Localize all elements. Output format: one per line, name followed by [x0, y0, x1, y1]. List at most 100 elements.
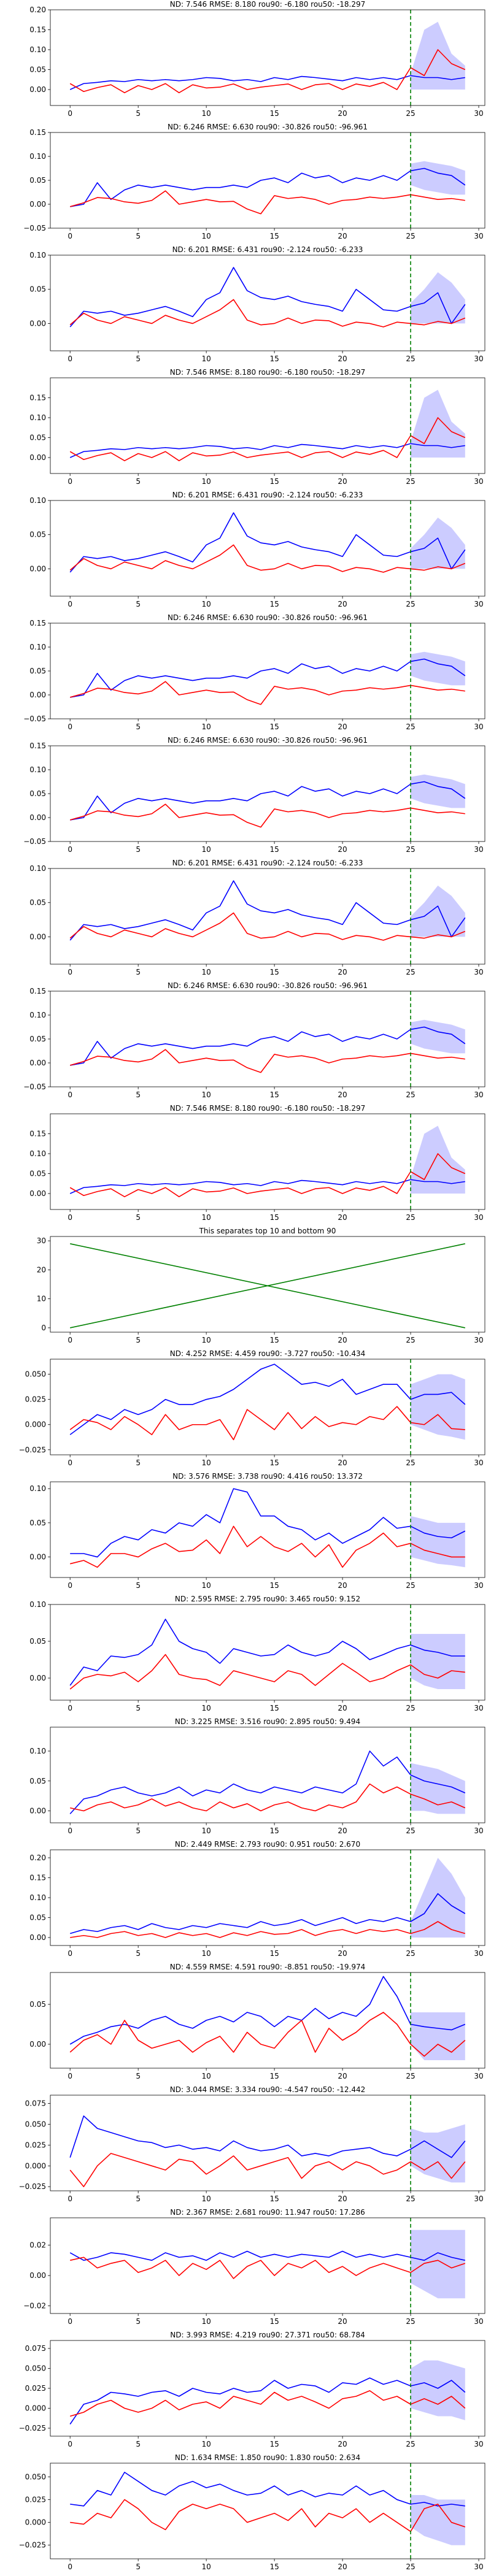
x-tick-label: 5 — [136, 1336, 141, 1344]
y-tick-label: 0.025 — [25, 1395, 46, 1404]
prediction-interval-band — [411, 272, 465, 324]
y-tick-label: 0.00 — [29, 319, 46, 328]
y-tick-label: 0.00 — [29, 1553, 46, 1562]
y-tick-label: −0.05 — [23, 837, 46, 846]
x-tick-label: 15 — [269, 600, 279, 608]
chart-panel: ND: 6.201 RMSE: 6.431 rou90: -2.124 rou5… — [29, 859, 485, 976]
x-tick-label: 5 — [136, 2563, 141, 2571]
x-tick-label: 5 — [136, 845, 141, 854]
x-tick-label: 20 — [338, 109, 347, 118]
axes-frame — [50, 868, 485, 965]
prediction-interval-band — [411, 651, 465, 686]
x-tick-label: 0 — [68, 1581, 72, 1590]
x-tick-label: 0 — [68, 968, 72, 976]
y-tick-label: 0.075 — [25, 2099, 46, 2108]
axes-frame — [50, 9, 485, 106]
y-tick-label: 0.00 — [29, 2040, 46, 2049]
y-tick-label: 0.15 — [29, 619, 46, 627]
y-tick-label: 0.00 — [29, 691, 46, 699]
x-tick-label: 20 — [338, 1581, 347, 1590]
y-tick-label: 0.000 — [25, 1420, 46, 1429]
forecast-series-line — [69, 1406, 465, 1441]
prediction-interval-band — [411, 1858, 465, 1938]
y-tick-label: 0.10 — [29, 643, 46, 651]
forecast-series-line — [69, 681, 465, 705]
axes-frame — [50, 1359, 485, 1455]
y-tick-label: 0.00 — [29, 564, 46, 573]
x-tick-label: 10 — [201, 1213, 211, 1222]
chart-title: This separates top 10 and bottom 90 — [199, 1227, 336, 1235]
x-tick-label: 5 — [136, 968, 141, 976]
x-tick-label: 10 — [201, 1459, 211, 1467]
y-tick-label: 0.00 — [29, 1189, 46, 1198]
y-tick-label: 0.05 — [29, 176, 46, 185]
y-tick-label: 0.000 — [25, 2518, 46, 2527]
x-tick-label: 25 — [406, 1827, 415, 1835]
y-tick-label: 0.10 — [29, 1149, 46, 1158]
y-tick-label: 0.05 — [29, 667, 46, 675]
y-tick-label: 0.15 — [29, 26, 46, 34]
x-tick-label: 0 — [68, 355, 72, 363]
y-tick-label: 0.15 — [29, 394, 46, 402]
x-tick-label: 25 — [406, 2440, 415, 2448]
forecast-series-line — [69, 1049, 465, 1073]
x-tick-label: 20 — [338, 2440, 347, 2448]
x-tick-label: 20 — [338, 1827, 347, 1835]
prediction-interval-band — [411, 2012, 465, 2060]
x-tick-label: 20 — [338, 1091, 347, 1099]
x-tick-label: 30 — [474, 477, 483, 486]
y-tick-label: 20 — [37, 1265, 46, 1274]
target-series-line — [70, 167, 466, 207]
y-tick-label: 0.075 — [25, 2344, 46, 2353]
y-tick-label: 0.05 — [29, 1519, 46, 1527]
x-tick-label: 15 — [269, 1949, 279, 1958]
forecast-series-line — [69, 2390, 466, 2417]
x-tick-label: 0 — [68, 109, 72, 118]
axes-frame — [50, 1481, 485, 1578]
separator-line — [70, 1243, 465, 1328]
chart-panel: ND: 3.044 RMSE: 3.334 rou90: -4.547 rou5… — [19, 2085, 485, 2203]
forecast-series-line — [70, 1783, 466, 1812]
x-tick-label: 5 — [136, 232, 141, 240]
target-series-line — [70, 1488, 466, 1558]
x-tick-label: 5 — [136, 355, 141, 363]
chart-panel: This separates top 10 and bottom 90 0 5 10 1… — [37, 1227, 485, 1344]
y-tick-label: 0.05 — [29, 899, 46, 907]
y-tick-label: 0.15 — [29, 1130, 46, 1138]
x-tick-label: 25 — [406, 968, 415, 976]
chart-title: ND: 3.576 RMSE: 3.738 rou90: 4.416 rou50… — [172, 1472, 363, 1481]
x-tick-label: 20 — [338, 355, 347, 363]
prediction-interval-band — [411, 2229, 465, 2299]
axes-frame — [50, 1727, 485, 1823]
prediction-interval-band — [411, 1374, 465, 1440]
x-tick-label: 0 — [68, 845, 72, 854]
forecast-series-line — [70, 1921, 466, 1938]
x-tick-label: 30 — [474, 1827, 483, 1835]
x-tick-label: 15 — [269, 1336, 279, 1344]
chart-title: ND: 3.044 RMSE: 3.334 rou90: -4.547 rou5… — [170, 2085, 365, 2094]
x-tick-label: 30 — [474, 1336, 483, 1344]
x-tick-label: 20 — [338, 232, 347, 240]
target-series-line — [69, 443, 465, 458]
x-tick-label: 25 — [406, 723, 415, 731]
x-tick-label: 30 — [474, 1949, 483, 1958]
forecast-series-line — [69, 2012, 466, 2057]
target-series-line — [69, 1619, 465, 1686]
x-tick-label: 30 — [474, 2195, 483, 2203]
axes-frame — [50, 2095, 485, 2191]
x-tick-label: 25 — [406, 1336, 415, 1344]
prediction-interval-band — [411, 885, 465, 937]
target-series-line — [69, 1179, 465, 1194]
x-tick-label: 0 — [68, 2317, 72, 2326]
y-tick-label: 0.10 — [29, 152, 46, 161]
target-series-line — [69, 267, 466, 328]
forecast-series-line — [69, 299, 466, 328]
forecast-series-line — [69, 544, 466, 573]
x-tick-label: 15 — [269, 2317, 279, 2326]
x-tick-label: 30 — [474, 968, 483, 976]
x-tick-label: 15 — [269, 109, 279, 118]
chart-panel: ND: 6.246 RMSE: 6.630 rou90: -30.826 rou… — [23, 736, 485, 854]
y-tick-label: 0.00 — [29, 1059, 46, 1067]
chart-panel: ND: 6.246 RMSE: 6.630 rou90: -30.826 rou… — [23, 123, 485, 240]
prediction-interval-band — [411, 774, 465, 808]
